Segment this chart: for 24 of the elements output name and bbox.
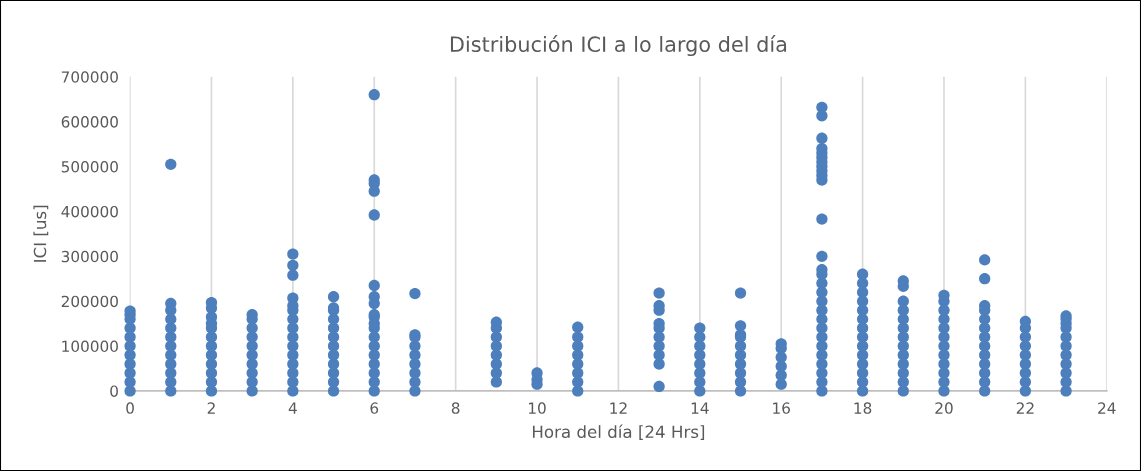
x-tick-label: 18 xyxy=(854,402,872,414)
x-tick-label: 24 xyxy=(1098,402,1116,414)
x-tick-label: 2 xyxy=(207,402,215,414)
x-axis-title: Hora del día [24 Hrs] xyxy=(532,424,705,441)
y-tick-label: 0 xyxy=(110,385,118,397)
y-tick-label: 300000 xyxy=(61,250,118,263)
y-tick-label: 200000 xyxy=(61,295,118,308)
x-tick-label: 0 xyxy=(126,402,134,414)
x-tick-label: 6 xyxy=(370,402,379,414)
x-tick-label: 20 xyxy=(935,402,953,414)
x-tick-label: 16 xyxy=(773,402,790,414)
y-tick-label: 600000 xyxy=(61,116,118,128)
y-tick-label: 500000 xyxy=(61,161,118,173)
y-tick-label: 700000 xyxy=(61,71,118,83)
x-tick-label: 14 xyxy=(691,402,709,414)
x-tick-label: 10 xyxy=(528,402,546,414)
x-tick-label: 4 xyxy=(288,402,297,414)
chart-title: Distribución ICI a lo largo del día xyxy=(450,35,787,57)
y-axis-title: ICI [us] xyxy=(33,205,49,262)
x-tick-label: 22 xyxy=(1016,402,1034,414)
x-tick-label: 8 xyxy=(451,402,460,414)
x-tick-label: 12 xyxy=(610,402,627,414)
y-tick-label: 100000 xyxy=(62,340,118,353)
y-tick-label: 400000 xyxy=(61,205,118,218)
